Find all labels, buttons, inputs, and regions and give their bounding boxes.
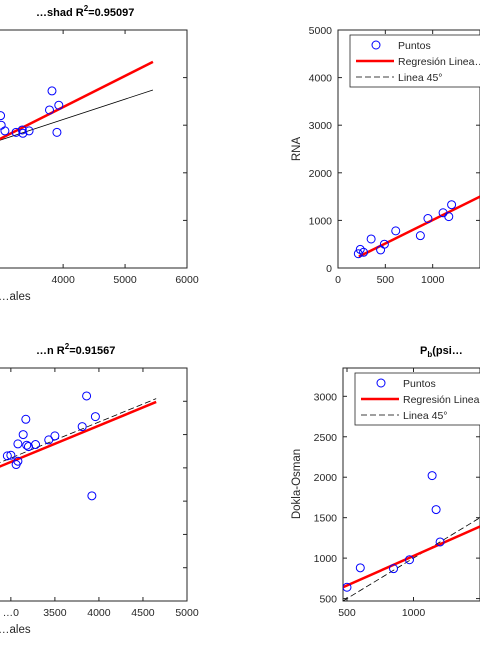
regression-line	[0, 60, 154, 141]
data-point	[21, 414, 31, 424]
data-point	[355, 563, 365, 573]
axes-box	[0, 29, 188, 269]
data-point	[0, 111, 6, 121]
legend-label: Regresión Lineal	[403, 394, 480, 406]
axes-box	[342, 367, 480, 602]
x-tick-label: 500	[377, 274, 395, 286]
data-point	[45, 105, 55, 115]
data-point	[87, 491, 97, 501]
y-tick-label: 2000	[314, 472, 338, 484]
data-point	[24, 126, 34, 136]
data-point	[2, 451, 12, 461]
x-axis-label: …ales	[0, 624, 31, 636]
legend-marker-points	[371, 40, 381, 50]
legend-marker-points	[376, 378, 386, 388]
data-point	[18, 128, 28, 138]
y-tick-label: 4000	[309, 73, 333, 85]
chart-panel-1: 4000 5000 6000 …shad R2=0.95097 …ales	[0, 4, 199, 303]
y-tick-label: 1000	[309, 215, 333, 227]
regression-line	[343, 525, 480, 589]
data-point	[353, 249, 363, 259]
data-point	[444, 212, 454, 222]
data-point	[13, 456, 23, 466]
data-point	[431, 505, 441, 515]
data-point	[90, 412, 100, 422]
data-point	[427, 471, 437, 481]
line-45-series	[343, 517, 480, 601]
data-point	[77, 422, 87, 432]
data-point	[379, 239, 389, 249]
x-tick-label: 4500	[131, 607, 155, 619]
x-tick-label: 1000	[421, 274, 445, 286]
data-point	[18, 430, 28, 440]
data-point	[82, 391, 92, 401]
x-axis-label: …ales	[0, 291, 31, 303]
chart-panel-3: …0 3500 4000 4500 5000 …n R2=0.91567 …ales	[0, 342, 199, 636]
data-point	[415, 231, 425, 241]
axes-box	[337, 29, 480, 269]
data-point	[13, 439, 23, 449]
y-tick-label: 5000	[309, 25, 333, 37]
chart-panel-4: 500 1000 1500 2000 2500 3000 500 1000 Pb(psi… Dok…	[291, 345, 480, 619]
legend-label: Linea 45°	[398, 72, 443, 84]
y-tick-label: 2000	[309, 168, 333, 180]
data-point	[423, 213, 433, 223]
data-point	[6, 450, 16, 460]
data-point	[54, 100, 64, 110]
data-point	[50, 431, 60, 441]
data-point	[11, 127, 21, 137]
y-tick-label: 3000	[314, 391, 338, 403]
data-point	[435, 537, 445, 547]
data-point	[389, 564, 399, 574]
y-tick-label: 1000	[314, 553, 338, 565]
x-tick-label: 5000	[175, 607, 199, 619]
data-point	[343, 582, 352, 592]
chart-panel-2: 01000200030004000500005001000P…RNAPuntos…	[291, 25, 480, 286]
data-point	[44, 435, 54, 445]
data-point	[0, 126, 10, 136]
x-tick-label: …0	[3, 607, 20, 619]
x-tick-label: 3500	[43, 607, 67, 619]
chart-title: …n R2=0.91567	[36, 342, 115, 357]
legend-label: Linea 45°	[403, 410, 448, 422]
legend-label: Puntos	[398, 40, 431, 52]
regression-line	[0, 400, 157, 468]
x-tick-label: 4000	[87, 607, 111, 619]
y-axis-label: RNA	[291, 137, 303, 162]
data-point	[355, 244, 365, 254]
data-point	[47, 86, 57, 96]
legend-label: Regresión Linea…	[398, 56, 480, 68]
chart-title: Pb(psi…	[420, 345, 463, 359]
legend: Puntos Regresión Linea… Linea 45°	[349, 34, 480, 88]
x-tick-label: 6000	[175, 274, 199, 286]
x-tick-label: 0	[335, 274, 341, 286]
legend-label: Puntos	[403, 378, 436, 390]
chart-title: …shad R2=0.95097	[36, 4, 134, 19]
x-tick-label: 1000	[402, 607, 426, 619]
data-point	[366, 234, 376, 244]
x-tick-label: 500	[338, 607, 356, 619]
y-tick-label: 500	[319, 594, 337, 606]
data-point	[17, 125, 27, 135]
data-point	[22, 440, 32, 450]
line-45-series	[0, 398, 157, 463]
x-tick-label: 4000	[51, 274, 75, 286]
data-point	[23, 442, 33, 452]
data-point	[52, 127, 62, 137]
data-point	[447, 200, 457, 210]
legend: Puntos Regresión Lineal Linea 45°	[354, 372, 480, 426]
data-point	[391, 226, 401, 236]
data-point	[405, 555, 415, 565]
y-tick-label: 2500	[314, 432, 338, 444]
line-45-series	[0, 89, 154, 141]
data-point	[359, 247, 369, 257]
y-tick-label: 0	[326, 263, 332, 275]
axes-box	[0, 367, 188, 602]
x-tick-label: 5000	[113, 274, 137, 286]
y-tick-label: 1500	[314, 513, 338, 525]
data-point	[31, 440, 41, 450]
y-tick-label: 3000	[309, 120, 333, 132]
y-axis-label: Dokla-Osman	[291, 449, 303, 519]
